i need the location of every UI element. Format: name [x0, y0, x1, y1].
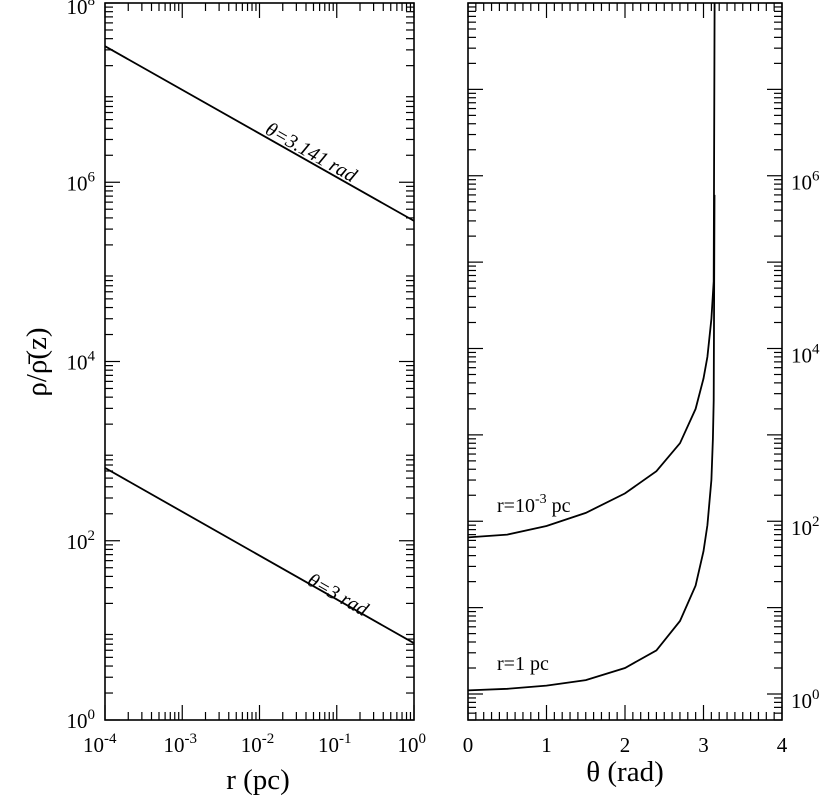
- label-r-exp: -3: [535, 492, 547, 507]
- left-y-tick-label: 106: [67, 169, 96, 195]
- left-plot-frame: [104, 2, 415, 721]
- right-y-tick-label-base: 10: [791, 171, 812, 195]
- right-y-tick-label: 104: [791, 341, 820, 367]
- left-y-tick-label-exp: 0: [88, 707, 96, 723]
- left-y-tick-label-base: 10: [67, 171, 88, 195]
- right-x-tick-label: 2: [620, 733, 631, 757]
- label-r-1e-3-pc: r=10-3 pc: [497, 492, 571, 517]
- left-y-tick-label: 100: [67, 707, 96, 733]
- right-series-line-0: [467, 2, 716, 539]
- left-x-tick-label-base: 10: [241, 733, 262, 757]
- left-x-tick-label: 10-2: [241, 731, 275, 757]
- left-x-tick-label-exp: -2: [262, 731, 275, 747]
- right-plot-frame: [467, 2, 783, 721]
- left-x-tick-label-base: 10: [318, 733, 339, 757]
- left-y-tick-label-base: 10: [67, 530, 88, 554]
- label-r-base: r=10: [497, 495, 535, 517]
- left-y-tick-label-exp: 8: [88, 0, 96, 9]
- left-x-axis-title: r (pc): [226, 764, 290, 796]
- right-series-line-1: [467, 194, 716, 692]
- label-theta-3141: θ=3.141 rad: [262, 118, 362, 187]
- right-y-tick-label-exp: 0: [812, 687, 820, 703]
- left-y-tick-label: 102: [67, 528, 96, 554]
- label-theta-3: θ=3 rad: [304, 569, 373, 621]
- right-x-tick-label: 3: [698, 733, 709, 757]
- right-x-tick-label: 4: [777, 733, 788, 757]
- label-r-unit: pc: [547, 495, 571, 517]
- left-x-tick-label-base: 10: [164, 733, 185, 757]
- left-series-line-1: [104, 467, 415, 644]
- left-x-tick-label-exp: -4: [104, 731, 117, 747]
- left-y-tick-label: 104: [67, 349, 96, 375]
- left-panel: 10-4 10-3 10-2 10-1 100100102104106108θ=3.14…: [21, 0, 426, 796]
- left-y-tick-label-base: 10: [67, 351, 88, 375]
- left-x-tick-label-exp: 0: [419, 731, 427, 747]
- left-x-tick-label: 10-4: [83, 731, 117, 757]
- left-y-tick-label: 108: [67, 0, 96, 19]
- left-y-tick-label-exp: 6: [88, 169, 96, 185]
- left-series-line-0: [104, 45, 415, 222]
- right-y-tick-label: 102: [791, 514, 820, 540]
- left-y-tick-label-exp: 2: [88, 528, 96, 544]
- left-x-tick-label-exp: -1: [339, 731, 352, 747]
- left-y-tick-label-base: 10: [67, 709, 88, 733]
- right-y-tick-label-exp: 4: [812, 341, 820, 357]
- left-y-tick-label-exp: 4: [88, 349, 96, 365]
- right-y-tick-label-exp: 2: [812, 514, 820, 530]
- right-x-tick-label: 1: [541, 733, 552, 757]
- left-y-axis-title: ρ/ρ̄(z): [21, 327, 53, 396]
- label-r-1-pc: r=1 pc: [497, 653, 549, 675]
- left-x-tick-label: 10-3: [164, 731, 198, 757]
- right-y-tick-label-base: 10: [791, 343, 812, 367]
- left-x-tick-label-exp: -3: [185, 731, 198, 747]
- right-x-axis-title: θ (rad): [586, 756, 663, 788]
- right-y-tick-label: 100: [791, 687, 820, 713]
- left-x-tick-label: 10-1: [318, 731, 352, 757]
- right-x-tick-label: 0: [463, 733, 474, 757]
- left-x-tick-label: 100: [398, 731, 427, 757]
- right-y-tick-label-exp: 6: [812, 169, 820, 185]
- left-x-tick-label-base: 10: [83, 733, 104, 757]
- left-y-tick-label-base: 10: [67, 0, 88, 19]
- left-x-tick-label-base: 10: [398, 733, 419, 757]
- right-y-tick-label: 106: [791, 169, 820, 195]
- right-y-tick-label-base: 10: [791, 516, 812, 540]
- right-y-tick-label-base: 10: [791, 689, 812, 713]
